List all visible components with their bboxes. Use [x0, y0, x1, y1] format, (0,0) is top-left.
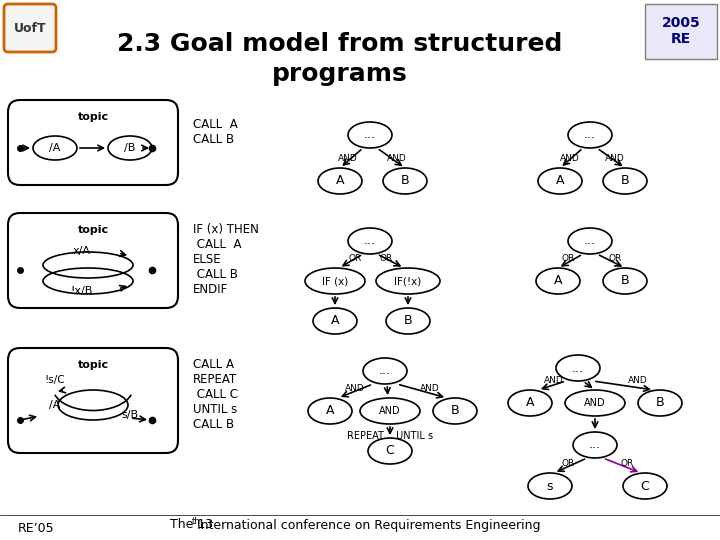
- Ellipse shape: [568, 228, 612, 254]
- Text: ...: ...: [379, 364, 391, 377]
- Text: /A: /A: [49, 400, 60, 410]
- Text: AND: AND: [420, 384, 440, 393]
- Text: s: s: [546, 480, 553, 492]
- Ellipse shape: [368, 438, 412, 464]
- Text: ...: ...: [589, 438, 601, 451]
- Text: B: B: [404, 314, 413, 327]
- Text: B: B: [621, 274, 629, 287]
- Ellipse shape: [603, 168, 647, 194]
- Ellipse shape: [565, 390, 625, 416]
- FancyBboxPatch shape: [8, 100, 178, 185]
- Text: A: A: [330, 314, 339, 327]
- Ellipse shape: [623, 473, 667, 499]
- Text: /A: /A: [49, 143, 60, 153]
- Text: AND: AND: [544, 376, 564, 385]
- Ellipse shape: [108, 136, 152, 160]
- FancyBboxPatch shape: [8, 348, 178, 453]
- Ellipse shape: [638, 390, 682, 416]
- Ellipse shape: [363, 358, 407, 384]
- Ellipse shape: [33, 136, 77, 160]
- Text: AND: AND: [605, 154, 625, 163]
- Text: /B: /B: [125, 143, 135, 153]
- Text: OR: OR: [621, 459, 634, 468]
- Ellipse shape: [305, 268, 365, 294]
- Text: B: B: [451, 404, 459, 417]
- Text: AND: AND: [345, 384, 365, 393]
- Text: topic: topic: [78, 360, 109, 370]
- Ellipse shape: [348, 228, 392, 254]
- Bar: [645, 4, 717, 59]
- Text: CALL A
REPEAT
 CALL C
UNTIL s
CALL B: CALL A REPEAT CALL C UNTIL s CALL B: [193, 358, 238, 431]
- Text: programs: programs: [272, 62, 408, 86]
- Text: B: B: [621, 174, 629, 187]
- Ellipse shape: [603, 268, 647, 294]
- Text: ...: ...: [364, 129, 376, 141]
- Text: IF(!x): IF(!x): [395, 276, 422, 286]
- Text: OR: OR: [379, 254, 392, 263]
- Text: OR: OR: [608, 254, 621, 263]
- Text: x/A: x/A: [73, 246, 91, 256]
- Ellipse shape: [508, 390, 552, 416]
- Ellipse shape: [318, 168, 362, 194]
- Ellipse shape: [528, 473, 572, 499]
- Text: C: C: [386, 444, 395, 457]
- Text: AND: AND: [560, 154, 580, 163]
- Ellipse shape: [556, 355, 600, 381]
- Text: ...: ...: [364, 234, 376, 247]
- Text: B: B: [401, 174, 409, 187]
- Text: A: A: [526, 396, 534, 409]
- Text: ...: ...: [584, 129, 596, 141]
- FancyBboxPatch shape: [8, 213, 178, 308]
- Ellipse shape: [538, 168, 582, 194]
- Ellipse shape: [376, 268, 440, 294]
- Ellipse shape: [360, 398, 420, 424]
- Text: The 13: The 13: [170, 518, 213, 531]
- Text: IF (x): IF (x): [322, 276, 348, 286]
- Ellipse shape: [568, 122, 612, 148]
- Text: RE’05: RE’05: [18, 522, 55, 535]
- Ellipse shape: [573, 432, 617, 458]
- Text: AND: AND: [387, 154, 407, 163]
- Text: AND: AND: [379, 406, 401, 416]
- Ellipse shape: [313, 308, 357, 334]
- Text: s/B: s/B: [122, 410, 138, 420]
- Ellipse shape: [308, 398, 352, 424]
- Text: OR: OR: [348, 254, 361, 263]
- Text: International conference on Requirements Engineering: International conference on Requirements…: [193, 518, 541, 531]
- Text: C: C: [641, 480, 649, 492]
- Text: IF (x) THEN
 CALL  A
ELSE
 CALL B
ENDIF: IF (x) THEN CALL A ELSE CALL B ENDIF: [193, 223, 259, 296]
- Text: CALL  A
CALL B: CALL A CALL B: [193, 118, 238, 146]
- Text: OR: OR: [562, 254, 575, 263]
- Text: topic: topic: [78, 112, 109, 122]
- Ellipse shape: [383, 168, 427, 194]
- Text: AND: AND: [338, 154, 358, 163]
- Text: A: A: [554, 274, 562, 287]
- Text: AND: AND: [628, 376, 648, 385]
- Text: 2.3 Goal model from structured: 2.3 Goal model from structured: [117, 32, 563, 56]
- Ellipse shape: [348, 122, 392, 148]
- Ellipse shape: [58, 390, 128, 420]
- FancyBboxPatch shape: [4, 4, 56, 52]
- Ellipse shape: [433, 398, 477, 424]
- Text: A: A: [556, 174, 564, 187]
- Text: ...: ...: [584, 234, 596, 247]
- Text: ...: ...: [572, 361, 584, 375]
- Text: REPEAT .. UNTIL s: REPEAT .. UNTIL s: [347, 431, 433, 441]
- Text: !x/B: !x/B: [71, 286, 93, 296]
- Text: !s/C: !s/C: [45, 375, 66, 385]
- Text: OR: OR: [562, 459, 575, 468]
- Text: th: th: [192, 516, 201, 525]
- Text: A: A: [325, 404, 334, 417]
- Text: 2005
RE: 2005 RE: [662, 16, 701, 46]
- Ellipse shape: [386, 308, 430, 334]
- Text: UofT: UofT: [14, 22, 46, 35]
- Text: B: B: [656, 396, 665, 409]
- Text: AND: AND: [584, 398, 606, 408]
- Text: topic: topic: [78, 225, 109, 235]
- Text: A: A: [336, 174, 344, 187]
- Ellipse shape: [536, 268, 580, 294]
